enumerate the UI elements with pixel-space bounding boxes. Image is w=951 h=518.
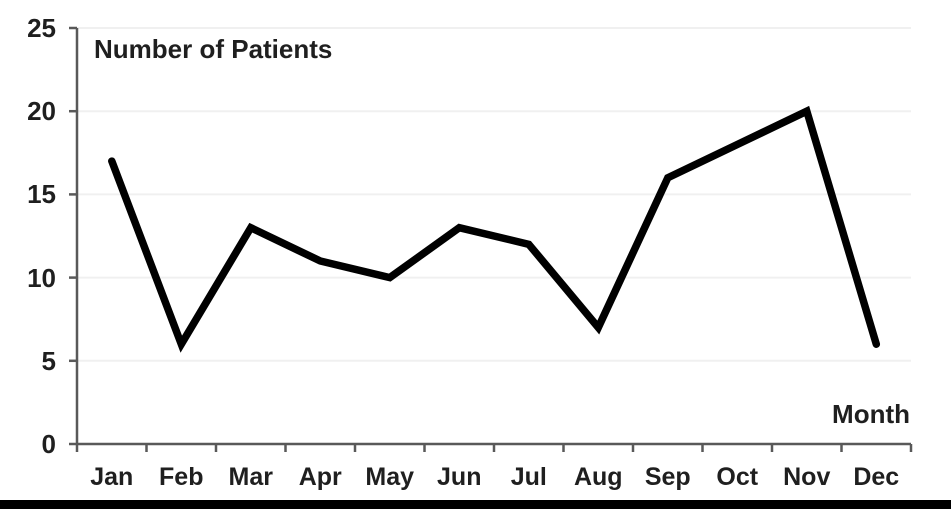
x-tick-label: Jun [437,463,482,491]
y-tick-label: 15 [27,179,56,210]
patients-line [108,105,881,353]
x-tick-label: Oct [716,463,759,491]
y-tick-label: 5 [41,345,56,376]
x-axis-title: Month [832,399,910,429]
data-series [108,105,881,353]
x-tick-label: Aug [573,463,623,491]
x-tick-label: Apr [298,463,342,491]
x-tick-label: Feb [159,463,204,491]
gridlines [77,27,911,362]
x-tick-label: May [365,463,415,491]
y-tick-label: 25 [27,13,56,43]
x-tick-label: Nov [783,463,831,491]
x-tick-label: Sep [644,463,691,491]
x-tick-label: Mar [228,463,273,491]
axis-ticks [69,26,913,452]
bottom-border-bar [0,500,951,509]
y-tick-label: 10 [27,262,56,293]
y-tick-label: 20 [27,96,56,127]
x-tick-label: Jan [90,463,134,491]
x-tick-label: Jul [510,463,547,491]
y-tick-label: 0 [41,429,56,459]
x-tick-label: Dec [853,463,900,491]
chart-title: Number of Patients [94,34,333,64]
